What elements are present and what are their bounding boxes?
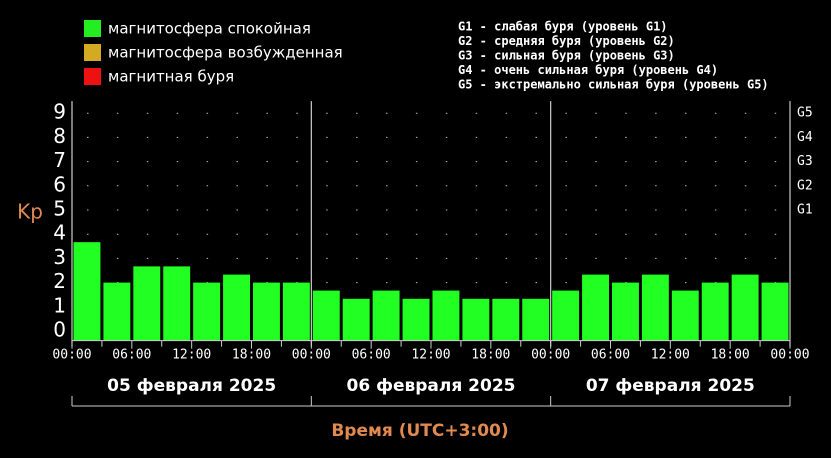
y-axis-label: Kp	[17, 200, 43, 224]
bar	[372, 290, 400, 341]
legend-label: магнитная буря	[108, 68, 234, 86]
x-tick-label: 18:00	[471, 348, 510, 363]
x-tick-label: 18:00	[232, 348, 271, 363]
y-tick-label: 7	[53, 148, 66, 172]
y-tick-label: 0	[53, 318, 66, 342]
y-tick-label: 1	[53, 293, 66, 317]
legend-label: магнитосфера спокойная	[108, 20, 311, 38]
storm-level-note: G5 - экстремально сильная буря (уровень …	[458, 78, 769, 92]
x-tick-label: 06:00	[352, 348, 391, 363]
bar	[133, 266, 161, 341]
y-tick-label: 3	[53, 245, 66, 269]
bar	[163, 266, 191, 341]
bar	[701, 282, 729, 341]
bar	[342, 298, 370, 341]
bar	[312, 290, 340, 341]
y2-tick-label: G4	[797, 130, 813, 145]
legend-swatch	[84, 44, 101, 61]
y-tick-label: 8	[53, 124, 66, 148]
bar	[492, 298, 520, 341]
y2-tick-label: G1	[797, 203, 813, 218]
x-tick-label: 12:00	[651, 348, 690, 363]
day-label: 05 февраля 2025	[107, 376, 276, 396]
y-tick-label: 2	[53, 269, 66, 293]
x-tick-label: 18:00	[711, 348, 750, 363]
x-axis-label: Время (UTC+3:00)	[331, 421, 508, 441]
storm-level-note: G4 - очень сильная буря (уровень G4)	[458, 63, 718, 77]
y-tick-label: 4	[53, 221, 66, 245]
bar	[282, 282, 310, 341]
storm-level-note: G2 - средняя буря (уровень G2)	[458, 34, 675, 48]
bar	[193, 282, 221, 341]
y2-tick-label: G5	[797, 106, 813, 121]
storm-level-note: G3 - сильная буря (уровень G3)	[458, 49, 675, 63]
day-label: 07 февраля 2025	[586, 376, 755, 396]
bar	[252, 282, 280, 341]
bar	[552, 290, 580, 341]
bar	[462, 298, 490, 341]
x-tick-label: 12:00	[172, 348, 211, 363]
x-tick-label: 12:00	[411, 348, 450, 363]
bar	[761, 282, 789, 341]
y-tick-label: 5	[53, 197, 66, 221]
bar	[641, 274, 669, 341]
x-tick-label: 00:00	[292, 348, 331, 363]
bar	[402, 298, 430, 341]
bar	[432, 290, 460, 341]
storm-level-note: G1 - слабая буря (уровень G1)	[458, 20, 668, 34]
y-tick-label: 6	[53, 172, 66, 196]
x-tick-label: 00:00	[52, 348, 91, 363]
bar	[223, 274, 251, 341]
legend-swatch	[84, 68, 101, 85]
bar	[731, 274, 759, 341]
legend-swatch	[84, 20, 101, 37]
bar	[103, 282, 131, 341]
y2-tick-label: G3	[797, 154, 813, 169]
x-tick-label: 00:00	[770, 348, 809, 363]
y2-tick-label: G2	[797, 178, 813, 193]
legend-label: магнитосфера возбужденная	[108, 44, 343, 62]
x-tick-label: 06:00	[112, 348, 151, 363]
bar	[671, 290, 699, 341]
bar	[73, 242, 101, 341]
x-tick-label: 00:00	[531, 348, 570, 363]
bar	[582, 274, 610, 341]
bar	[611, 282, 639, 341]
day-label: 06 февраля 2025	[347, 376, 516, 396]
y-tick-label: 9	[53, 100, 66, 124]
bar	[522, 298, 550, 341]
x-tick-label: 06:00	[591, 348, 630, 363]
